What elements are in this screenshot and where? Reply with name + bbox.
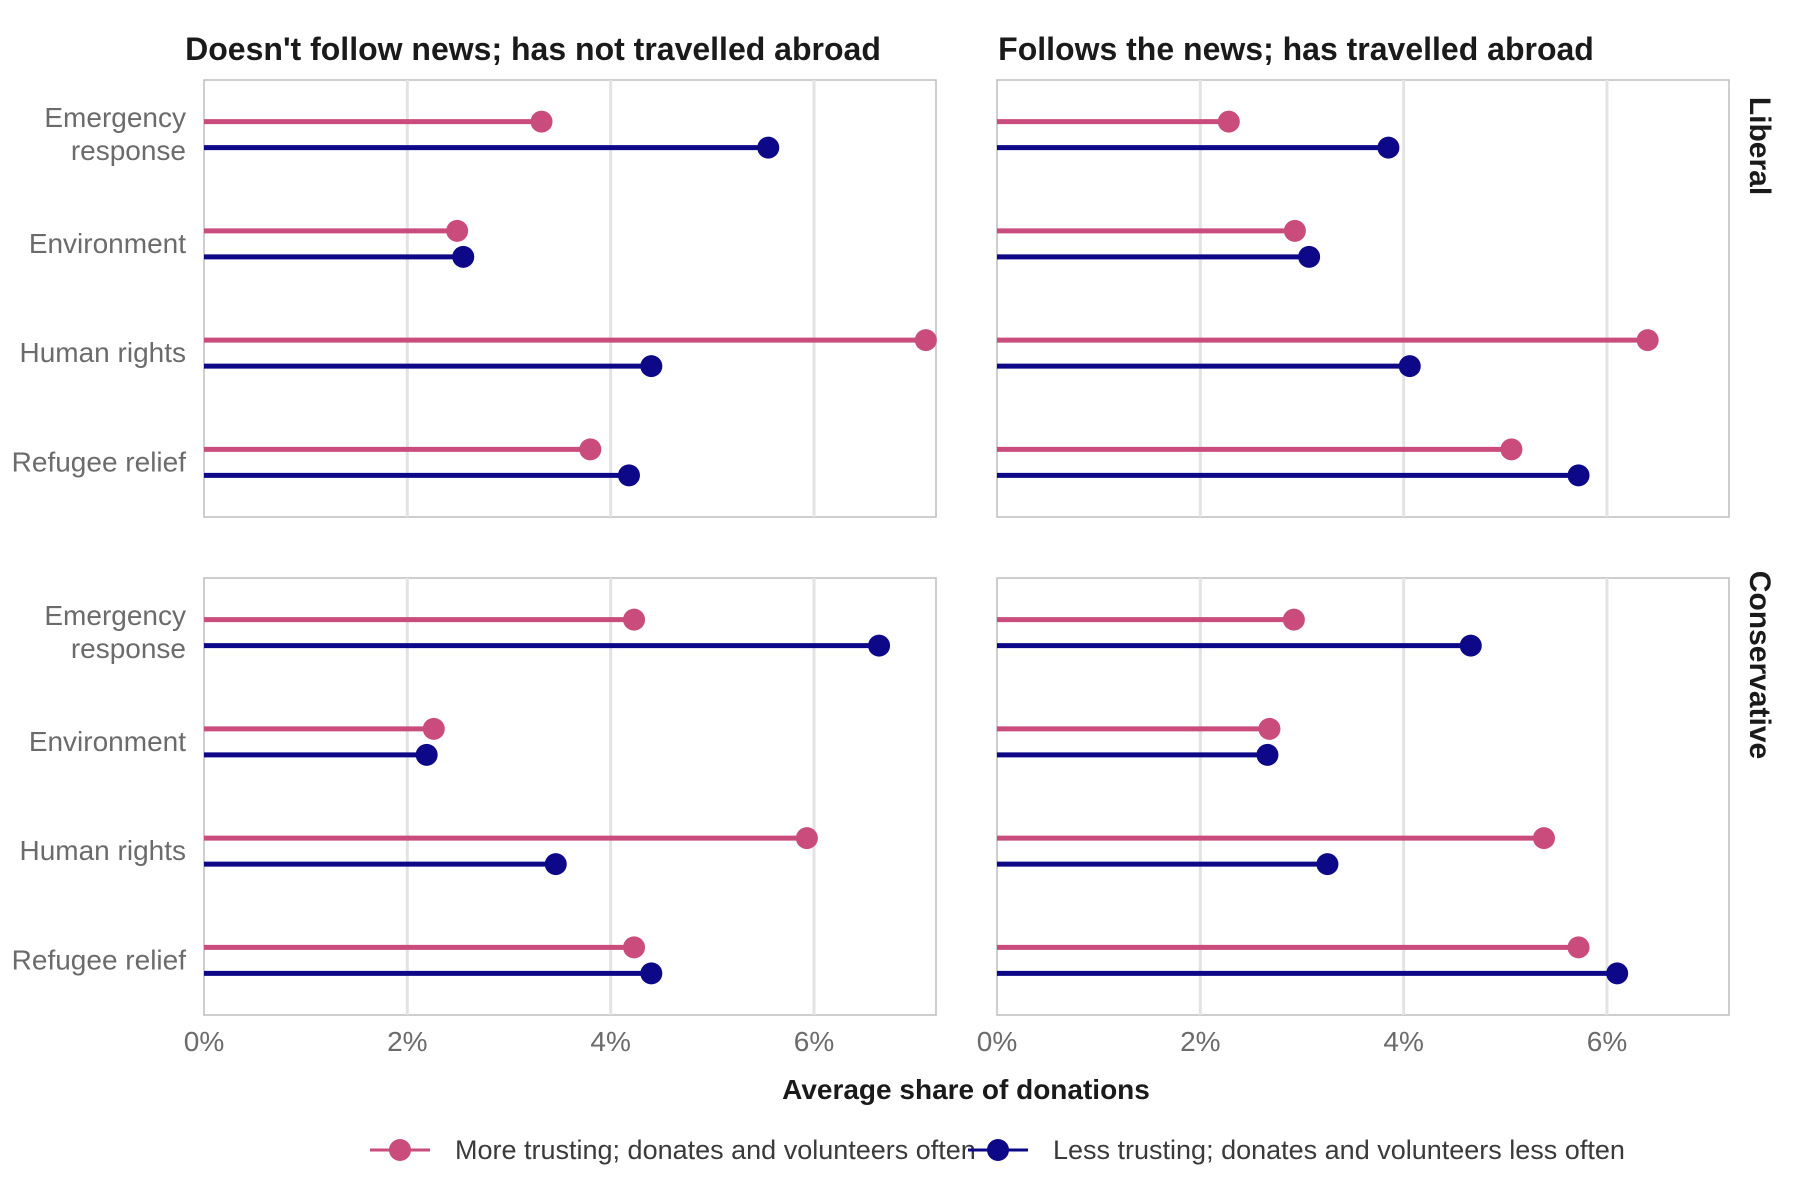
point-refugee-relief-more-trusting <box>1500 438 1523 461</box>
category-label-emergency-response: Emergency response <box>44 600 186 664</box>
point-refugee-relief-less-trusting <box>1606 962 1629 985</box>
point-environment-more-trusting <box>1283 219 1306 242</box>
x-tick-label: 6% <box>794 1026 834 1057</box>
panels-layer: Emergency response Environment Human rights… <box>12 79 1730 1057</box>
category-label-refugee-relief: Refugee relief <box>12 446 187 477</box>
point-human-rights-less-trusting <box>1398 355 1421 378</box>
point-emergency-response-more-trusting <box>623 608 646 631</box>
point-emergency-response-more-trusting <box>1282 608 1305 631</box>
category-label-environment: Environment <box>29 228 186 259</box>
point-emergency-response-less-trusting <box>1459 634 1482 657</box>
category-label-refugee-relief: Refugee relief <box>12 944 187 975</box>
legend-label-less-trusting: Less trusting; donates and volunteers le… <box>1053 1135 1625 1165</box>
point-human-rights-more-trusting <box>1532 827 1555 850</box>
point-environment-less-trusting <box>1256 743 1279 766</box>
legend-item-less-trusting: Less trusting; donates and volunteers le… <box>968 1135 1625 1165</box>
point-human-rights-more-trusting <box>795 827 818 850</box>
x-tick-label: 0% <box>184 1026 224 1057</box>
legend-label-more-trusting: More trusting; donates and volunteers of… <box>455 1135 976 1165</box>
point-environment-less-trusting <box>1298 245 1321 268</box>
legend-marker-less-trusting <box>987 1139 1009 1161</box>
point-environment-more-trusting <box>446 219 469 242</box>
legend-item-more-trusting: More trusting; donates and volunteers of… <box>370 1135 976 1165</box>
point-emergency-response-more-trusting <box>1217 110 1240 133</box>
point-human-rights-less-trusting <box>544 853 567 876</box>
point-environment-less-trusting <box>415 743 438 766</box>
point-human-rights-less-trusting <box>1316 853 1339 876</box>
point-emergency-response-more-trusting <box>530 110 553 133</box>
point-human-rights-more-trusting <box>914 329 937 352</box>
x-tick-label: 0% <box>977 1026 1017 1057</box>
point-human-rights-more-trusting <box>1636 329 1659 352</box>
point-refugee-relief-less-trusting <box>1567 464 1590 487</box>
point-environment-more-trusting <box>1258 717 1281 740</box>
x-tick-label: 6% <box>1587 1026 1627 1057</box>
point-human-rights-less-trusting <box>640 355 663 378</box>
panel-conservative-1: 0% 2% 4% 6% <box>977 577 1730 1057</box>
point-refugee-relief-more-trusting <box>579 438 602 461</box>
point-refugee-relief-less-trusting <box>617 464 640 487</box>
category-label-emergency-response: Emergency response <box>44 102 186 166</box>
point-emergency-response-less-trusting <box>757 136 780 159</box>
point-emergency-response-less-trusting <box>868 634 891 657</box>
point-emergency-response-less-trusting <box>1377 136 1400 159</box>
row-title-conservative: Conservative <box>1743 571 1776 759</box>
category-label-human-rights: Human rights <box>19 835 186 866</box>
point-refugee-relief-less-trusting <box>640 962 663 985</box>
row-title-liberal: Liberal <box>1743 97 1776 195</box>
category-label-environment: Environment <box>29 726 186 757</box>
panel-liberal-1 <box>996 79 1730 518</box>
x-tick-label: 2% <box>1180 1026 1220 1057</box>
x-tick-label: 2% <box>387 1026 427 1057</box>
point-environment-less-trusting <box>452 245 475 268</box>
legend: More trusting; donates and volunteers of… <box>370 1135 1625 1165</box>
panel-conservative-0: Emergency response Environment Human rights… <box>12 577 937 1057</box>
x-axis-title: Average share of donations <box>782 1074 1150 1105</box>
x-tick-label: 4% <box>1383 1026 1423 1057</box>
column-title-0: Doesn't follow news; has not travelled a… <box>185 31 881 67</box>
panel-liberal-0: Emergency response Environment Human rights… <box>12 79 937 518</box>
point-environment-more-trusting <box>422 717 445 740</box>
point-refugee-relief-more-trusting <box>623 936 646 959</box>
point-refugee-relief-more-trusting <box>1567 936 1590 959</box>
x-tick-label: 4% <box>590 1026 630 1057</box>
legend-marker-more-trusting <box>389 1139 411 1161</box>
category-label-human-rights: Human rights <box>19 337 186 368</box>
column-title-1: Follows the news; has travelled abroad <box>998 31 1594 67</box>
